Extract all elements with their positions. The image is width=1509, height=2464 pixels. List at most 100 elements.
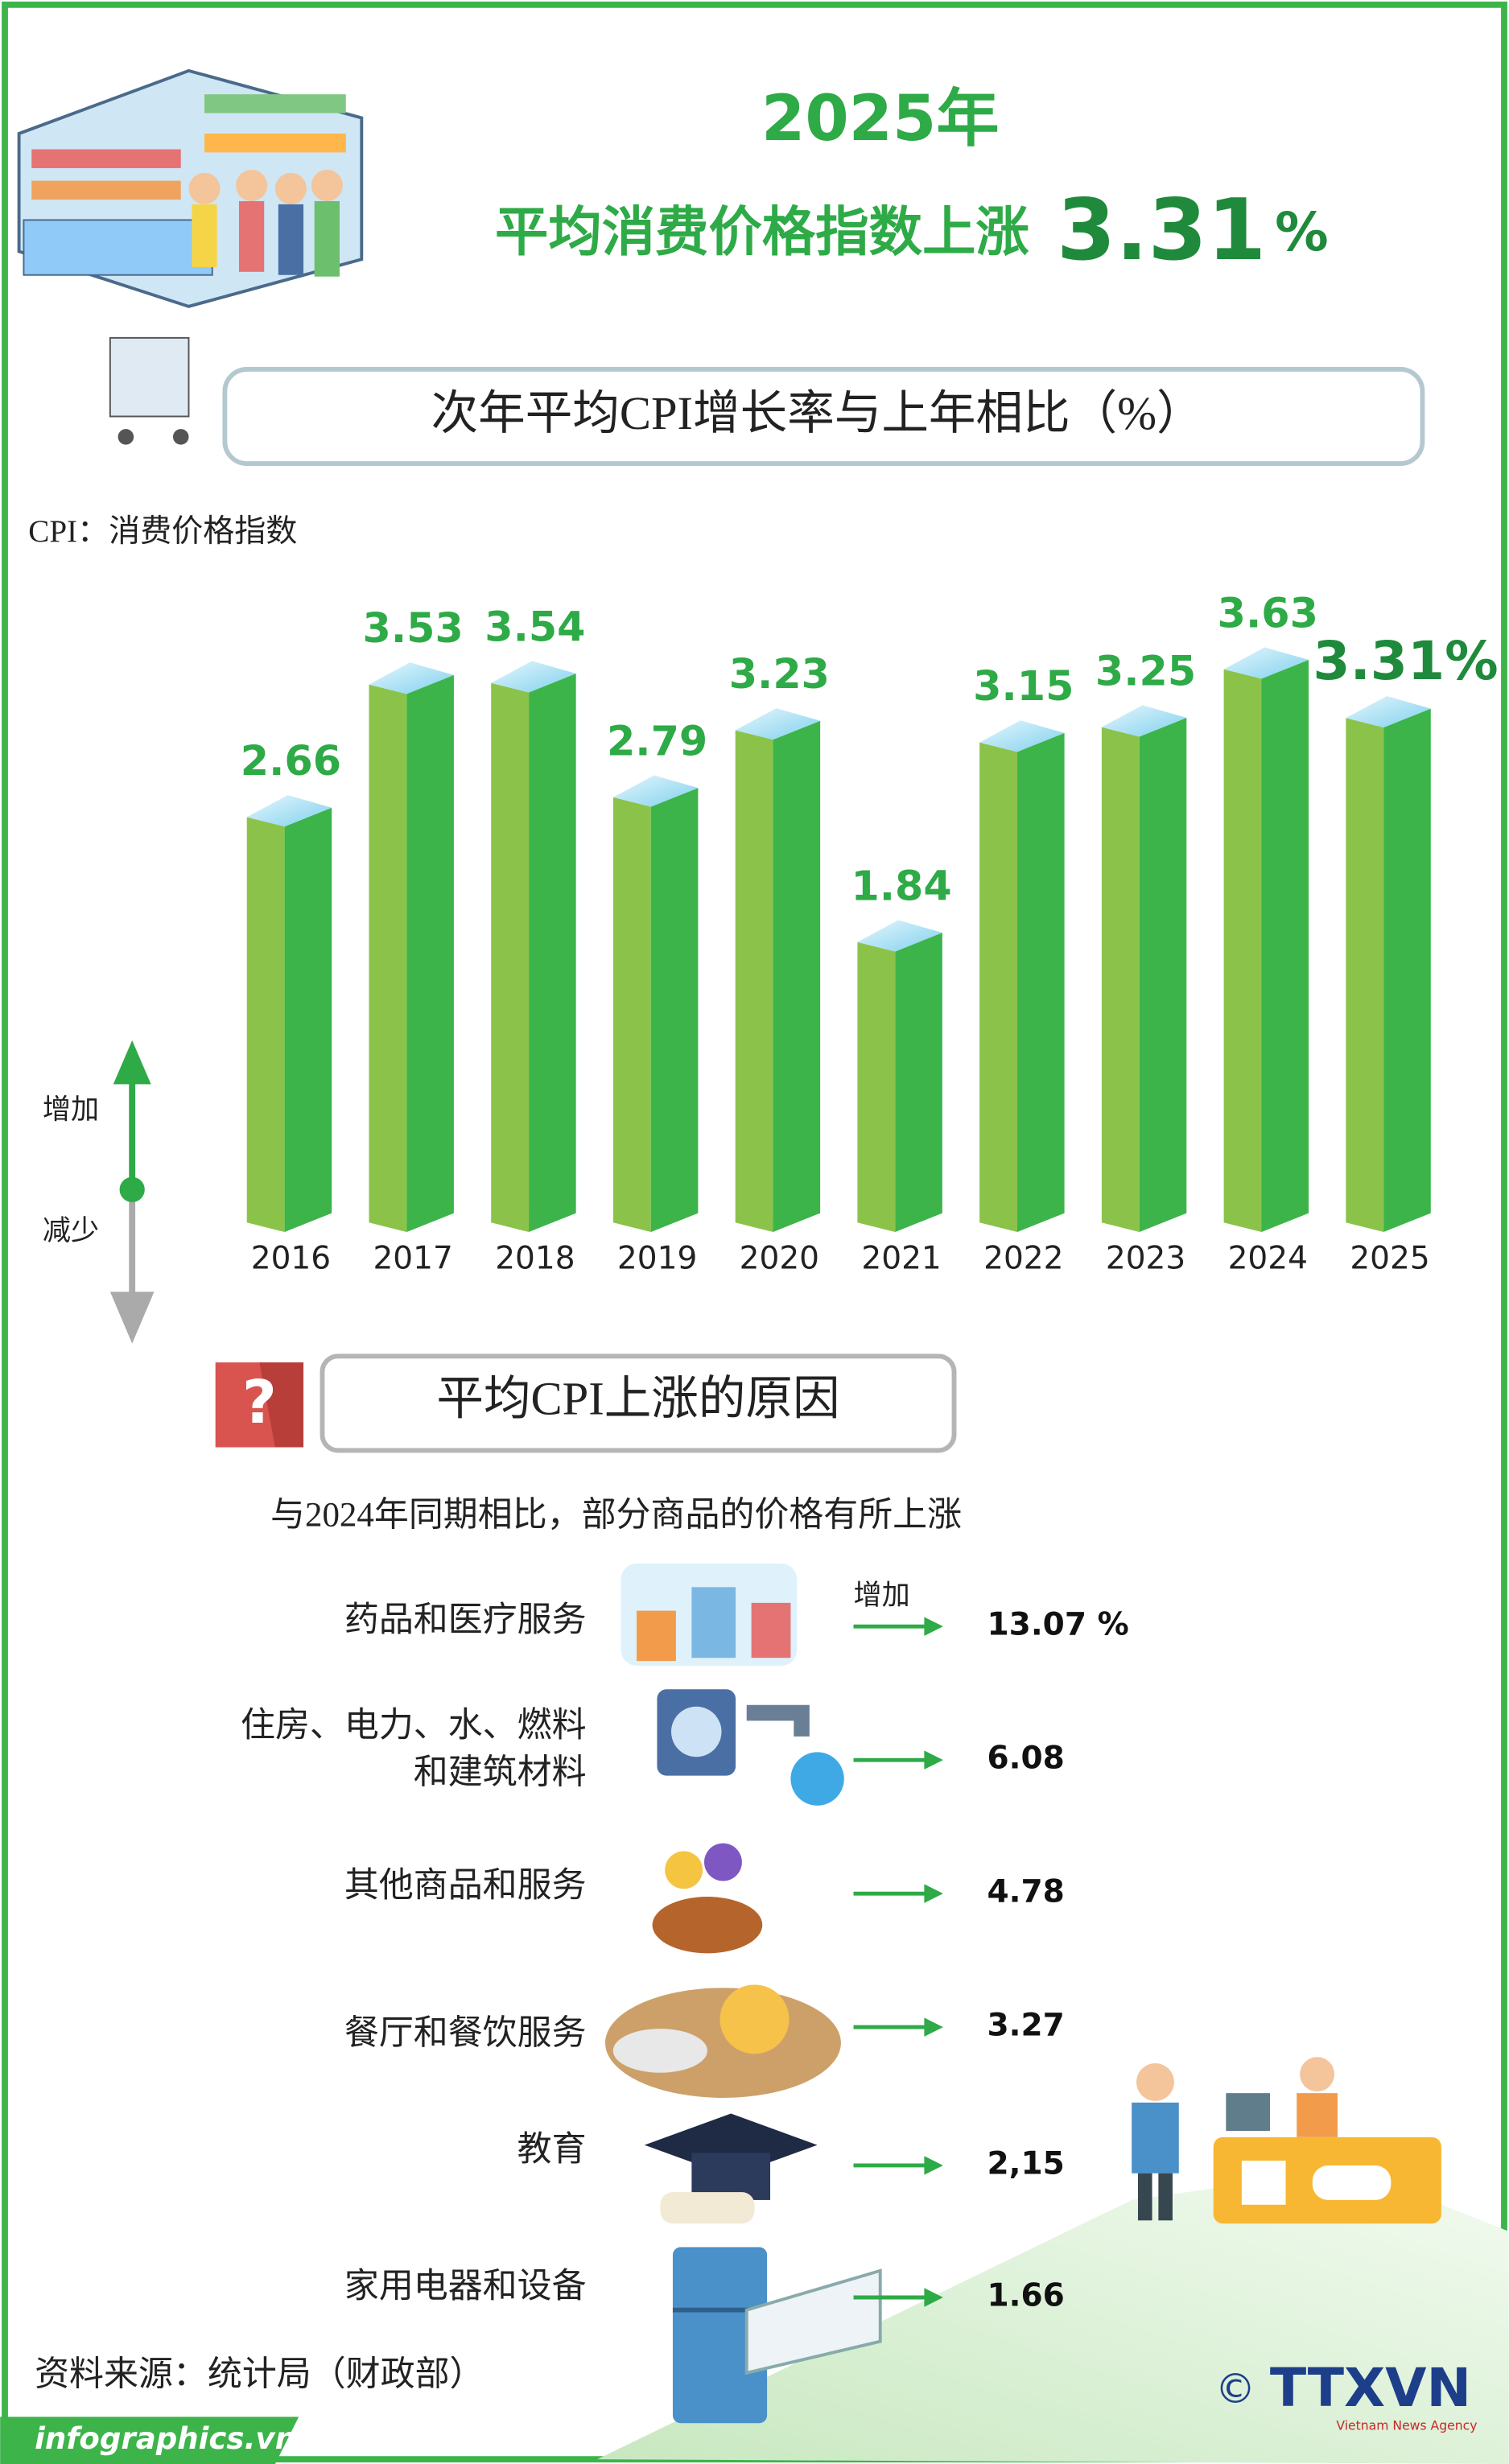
x-tick-label: 2017 — [373, 1241, 452, 1277]
x-tick-label: 2019 — [617, 1241, 697, 1277]
value-label: 3.54 — [484, 603, 585, 650]
x-tick-label: 2016 — [251, 1241, 331, 1277]
bar-side — [1383, 708, 1431, 1232]
shop-illustration — [1132, 2057, 1441, 2224]
bar-top — [1101, 705, 1187, 737]
reason-arrowhead — [924, 2017, 943, 2037]
bar-front — [369, 684, 407, 1232]
bar-front — [857, 942, 896, 1232]
chart-subtitle: CPI：消费价格指数 — [28, 514, 297, 549]
bar-top — [491, 661, 576, 693]
copyright: © — [1215, 2365, 1256, 2412]
bar-top — [1223, 647, 1309, 679]
reason-value: 4.78 — [987, 1874, 1065, 1910]
bar-side — [1261, 659, 1309, 1232]
bar — [979, 720, 1065, 1232]
chart-title: 次年平均CPI增长率与上年相比（%） — [431, 387, 1204, 439]
indicator-down-label: 减少 — [43, 1215, 99, 1246]
bar — [369, 662, 454, 1232]
reason-label: 和建筑材料 — [414, 1754, 587, 1792]
reason-value: 6.08 — [987, 1741, 1065, 1777]
reasons-title-box — [320, 1354, 957, 1453]
reason-label: 药品和医疗服务 — [344, 1601, 587, 1639]
bar-front — [979, 742, 1018, 1232]
source: 资料来源：统计局（财政部） — [35, 2355, 484, 2393]
value-label: 1.84 — [851, 862, 951, 909]
value-label: 3.53 — [363, 604, 464, 652]
question-icon-shade — [259, 1362, 304, 1448]
title-highlight: 3.31 — [1057, 180, 1266, 279]
bar-side — [1017, 732, 1065, 1232]
bar-top — [1346, 695, 1431, 728]
bar-front — [1223, 669, 1262, 1232]
bar-top — [246, 795, 332, 827]
bar — [1346, 695, 1431, 1232]
reason-label: 餐厅和餐饮服务 — [344, 2015, 587, 2053]
title-text: 平均消费价格指数上涨 — [495, 200, 1029, 263]
logo-sub: Vietnam News Agency — [1336, 2419, 1477, 2433]
bar — [735, 708, 821, 1232]
reason-value: 2,15 — [987, 2145, 1065, 2182]
value-label: 2.66 — [241, 737, 341, 785]
reason-value: 13.07 % — [987, 1607, 1129, 1643]
site-banner — [0, 2417, 299, 2464]
bar-side — [284, 807, 332, 1232]
bar — [246, 795, 332, 1232]
indicator-up-label: 增加 — [43, 1094, 99, 1126]
x-tick-label: 2020 — [740, 1241, 819, 1277]
x-tick-label: 2018 — [495, 1241, 575, 1277]
bar-top — [369, 662, 454, 694]
increase-label: 增加 — [854, 1580, 910, 1611]
bar — [491, 661, 576, 1232]
bar-front — [735, 730, 773, 1232]
bar-side — [773, 720, 821, 1232]
bar-side — [650, 788, 699, 1232]
reason-label: 住房、电力、水、燃料 — [241, 1707, 587, 1745]
bar-front — [1346, 718, 1384, 1232]
bar-front — [246, 817, 285, 1232]
bar — [612, 775, 699, 1232]
decor-road — [597, 2168, 1509, 2464]
title-unit: % — [1275, 200, 1329, 263]
reason-arrowhead — [924, 1617, 943, 1636]
supermarket-illustration — [17, 68, 364, 445]
chart-title-box — [222, 366, 1425, 467]
bar-top — [612, 775, 699, 807]
bar — [857, 920, 942, 1232]
reason-value: 3.27 — [987, 2008, 1065, 2044]
value-label: 3.23 — [729, 650, 830, 698]
bar — [1101, 705, 1187, 1232]
title-year: 2025年 — [761, 82, 1000, 155]
reason-value: 1.66 — [987, 2278, 1065, 2314]
logo: TTXVN — [1270, 2356, 1471, 2419]
title-line: 平均消费价格指数上涨 3.31 % — [495, 180, 1329, 279]
value-label: 3.31% — [1313, 629, 1498, 692]
bar-top — [735, 708, 821, 740]
bar-top — [857, 920, 942, 952]
x-tick-label: 2024 — [1228, 1241, 1308, 1277]
bar-front — [1101, 727, 1140, 1232]
site-name: infographics.vn — [35, 2421, 296, 2456]
x-tick-label: 2023 — [1106, 1241, 1185, 1277]
x-tick-label: 2021 — [861, 1241, 941, 1277]
reason-arrowhead — [924, 1750, 943, 1770]
bar-side — [529, 674, 576, 1232]
reason-label: 教育 — [517, 2131, 587, 2169]
x-tick-label: 2025 — [1350, 1241, 1429, 1277]
reason-label: 其他商品和服务 — [344, 1867, 587, 1905]
bar-top — [979, 720, 1065, 752]
value-label: 2.79 — [607, 717, 707, 764]
bar-front — [612, 797, 651, 1232]
bar-side — [406, 674, 454, 1232]
reasons-subtitle: 与2024年同期相比，部分商品的价格有所上涨 — [270, 1496, 962, 1534]
direction-indicator — [109, 1040, 155, 1344]
reason-label: 家用电器和设备 — [344, 2267, 587, 2305]
reason-arrowhead — [924, 1884, 943, 1903]
value-label: 3.15 — [973, 662, 1074, 710]
question-mark: ? — [242, 1368, 277, 1437]
item-icons — [604, 1564, 882, 2424]
bar-side — [1139, 717, 1187, 1232]
reason-arrowhead — [924, 2156, 943, 2175]
bar — [1223, 647, 1309, 1232]
